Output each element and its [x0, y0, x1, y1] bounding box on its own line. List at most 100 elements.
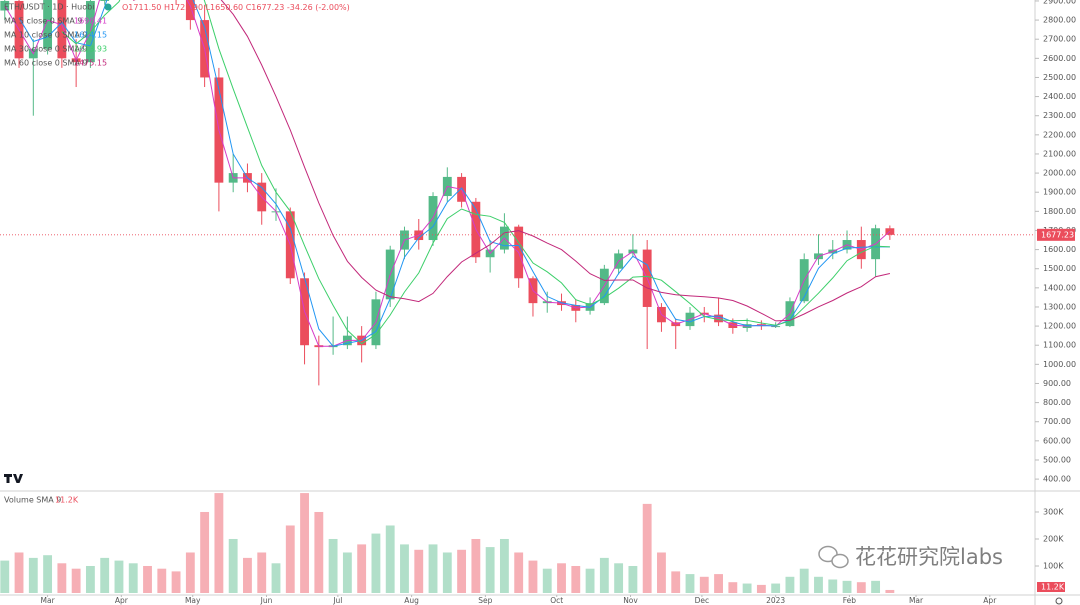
- ma-line: [4, 0, 891, 347]
- volume-title: Volume SMA 9: [4, 496, 61, 505]
- y-tick-label: 2900.00: [1043, 0, 1076, 5]
- volume-bar: [414, 549, 424, 593]
- volume-tick-label: 100K: [1043, 561, 1064, 570]
- y-tick-label: 1400.00: [1043, 283, 1076, 292]
- y-tick-label: 1200.00: [1043, 322, 1076, 331]
- candle-body: [43, 0, 53, 49]
- y-tick-label: 2800.00: [1043, 16, 1076, 25]
- volume-bar: [628, 565, 638, 593]
- volume-bar: [157, 568, 167, 593]
- volume-bar: [685, 574, 695, 593]
- candle-body: [57, 0, 67, 59]
- volume-bar: [57, 563, 67, 593]
- tv-logo: [4, 474, 23, 483]
- volume-bar: [785, 576, 795, 593]
- symbol-title: ETH/USDT · 1D · Huobi: [4, 3, 94, 12]
- y-tick-label: 800.00: [1043, 398, 1071, 407]
- y-tick-label: 1300.00: [1043, 302, 1076, 311]
- volume-bar: [400, 544, 409, 593]
- y-tick-label: 1100.00: [1043, 341, 1076, 350]
- volume-bar: [742, 583, 752, 593]
- volume-bar: [228, 538, 238, 593]
- volume-bar: [828, 579, 838, 593]
- volume-bar: [128, 563, 138, 593]
- status-dot: [104, 3, 112, 11]
- volume-bar: [285, 525, 295, 593]
- volume-bar: [814, 576, 823, 593]
- y-tick-label: 700.00: [1043, 417, 1071, 426]
- y-tick-label: 1000.00: [1043, 360, 1076, 369]
- gear-icon[interactable]: [1055, 597, 1063, 605]
- ma-line: [61, 0, 890, 345]
- volume-bar: [342, 552, 352, 593]
- ma-legend-value: 1475.15: [74, 59, 107, 68]
- last-price-label: 1677.23: [1041, 230, 1074, 239]
- y-tick-label: 2200.00: [1043, 130, 1076, 139]
- volume-bar: [100, 557, 110, 593]
- volume-bar: [671, 571, 681, 593]
- volume-bar: [43, 555, 53, 593]
- volume-bar: [371, 533, 381, 593]
- volume-bar: [571, 565, 581, 593]
- volume-bar: [485, 547, 495, 593]
- y-tick-label: 2600.00: [1043, 54, 1076, 63]
- volume-bar: [885, 589, 895, 593]
- y-tick-label: 2000.00: [1043, 169, 1076, 178]
- price-pane: [0, 0, 1035, 386]
- volume-bar: [799, 568, 809, 593]
- ma-line: [133, 0, 891, 322]
- ohlc-value: C1677.23: [246, 3, 285, 12]
- ma-legend-name: MA 10 close 0 SMA 9: [4, 31, 88, 40]
- volume-bar: [871, 580, 881, 593]
- x-tick-label: Sep: [478, 596, 492, 605]
- volume-bar: [614, 563, 624, 593]
- ohlc-value: H1725.90: [164, 3, 203, 12]
- volume-bar: [328, 538, 338, 593]
- y-tick-label: 1500.00: [1043, 264, 1076, 273]
- volume-bar: [856, 582, 866, 593]
- volume-bar: [243, 557, 252, 593]
- y-tick-label: 500.00: [1043, 455, 1071, 464]
- volume-bar: [385, 525, 395, 593]
- volume-bar: [214, 493, 224, 593]
- volume-pane: [0, 493, 895, 593]
- volume-bar: [699, 576, 709, 593]
- y-tick-label: 2300.00: [1043, 111, 1076, 120]
- volume-bar: [114, 560, 124, 593]
- y-tick-label: 1900.00: [1043, 188, 1076, 197]
- y-tick-label: 900.00: [1043, 379, 1071, 388]
- y-tick-label: 600.00: [1043, 436, 1071, 445]
- ohlc-readout: O1711.50 H1725.90 L1650.60 C1677.23 -34.…: [122, 3, 350, 12]
- volume-readout: 11.2K: [55, 496, 79, 505]
- y-tick-label: 2500.00: [1043, 73, 1076, 82]
- volume-bar: [14, 552, 24, 593]
- volume-bar: [499, 538, 509, 593]
- ohlc-value: O1711.50: [122, 3, 161, 12]
- volume-bar: [728, 582, 738, 593]
- volume-bar: [171, 571, 181, 593]
- volume-bar: [542, 568, 552, 593]
- x-tick-label: Mar: [41, 596, 56, 605]
- volume-tick-label: 300K: [1043, 507, 1064, 516]
- volume-bar: [300, 493, 309, 593]
- y-tick-label: 1600.00: [1043, 245, 1076, 254]
- ma-legend-name: MA 60 close 0 SMA 9: [4, 59, 88, 68]
- volume-bar: [314, 511, 324, 593]
- x-tick-label: Aug: [404, 596, 419, 605]
- x-tick-label: Oct: [550, 596, 563, 605]
- y-tick-label: 2700.00: [1043, 35, 1076, 44]
- x-tick-label: Apr: [115, 596, 129, 605]
- x-tick-label: Nov: [623, 596, 638, 605]
- volume-bar: [585, 568, 595, 593]
- x-tick-label: Feb: [843, 596, 857, 605]
- volume-bar: [457, 549, 467, 593]
- x-tick-label: May: [185, 596, 201, 605]
- y-tick-label: 2100.00: [1043, 149, 1076, 158]
- volume-bar: [71, 568, 81, 593]
- last-price-badge: [1037, 228, 1075, 241]
- x-tick-label: 2023: [766, 596, 785, 605]
- volume-tick-label: 200K: [1043, 534, 1064, 543]
- candle-body: [185, 0, 195, 21]
